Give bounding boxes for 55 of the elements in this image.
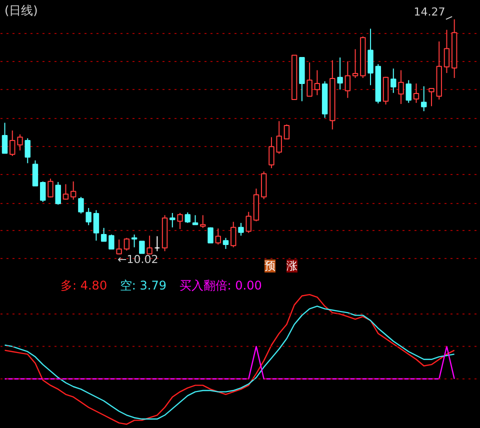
- candlestick: [170, 212, 176, 228]
- text: 多: 4.80: [60, 278, 108, 292]
- candlestick: [444, 29, 450, 74]
- candlestick: [10, 130, 16, 156]
- candlestick: [40, 180, 46, 202]
- candlestick: [2, 122, 8, 154]
- candlestick: [184, 212, 191, 224]
- candlestick: [62, 184, 69, 200]
- text: 空: 3.79: [120, 278, 166, 292]
- candlestick: [398, 70, 404, 104]
- candlestick: [421, 86, 427, 112]
- annotation: 涨: [286, 260, 298, 272]
- candlestick: [337, 56, 343, 90]
- candlestick: [390, 68, 396, 94]
- candlestick: [93, 210, 100, 242]
- candlestick: [116, 239, 122, 255]
- candlestick: [17, 134, 23, 151]
- chart-title: (日线): [4, 4, 38, 18]
- candlestick: [86, 207, 92, 226]
- candlestick: [413, 83, 420, 104]
- candlestick: [146, 235, 152, 255]
- candlestick: [32, 160, 38, 186]
- candlestick: [124, 237, 130, 252]
- candlestick: [154, 236, 160, 252]
- candlestick: [344, 60, 351, 98]
- candlestick: [284, 124, 290, 140]
- candlestick: [177, 212, 183, 230]
- candlestick: [70, 180, 76, 200]
- candlestick: [200, 214, 206, 228]
- candlestick: [230, 221, 236, 248]
- candlestick: [100, 227, 107, 242]
- annotation: 预: [264, 260, 276, 272]
- text: 买入翻倍: 0.00: [179, 278, 262, 292]
- candlestick: [406, 80, 412, 104]
- candlestick: [382, 76, 389, 106]
- candlestick: [48, 178, 54, 198]
- candlestick: [306, 62, 312, 97]
- candlestick: [78, 196, 84, 214]
- candlestick: [131, 234, 138, 248]
- candlestick: [192, 214, 198, 226]
- candlestick: [139, 240, 145, 254]
- candlestick: [238, 222, 244, 236]
- candlestick: [108, 234, 114, 250]
- annotation: 14.27: [414, 5, 446, 18]
- candlestick: [55, 181, 61, 206]
- candlestick: [368, 28, 374, 86]
- candlestick: [24, 138, 30, 164]
- candlestick: [352, 48, 358, 78]
- candlestick: [260, 170, 267, 200]
- candlestick: [314, 70, 320, 96]
- candlestick: [208, 226, 214, 244]
- annotation: ←10.02: [118, 252, 158, 266]
- candlestick: [222, 237, 229, 250]
- candlestick: [246, 211, 252, 234]
- candlestick: [215, 228, 221, 246]
